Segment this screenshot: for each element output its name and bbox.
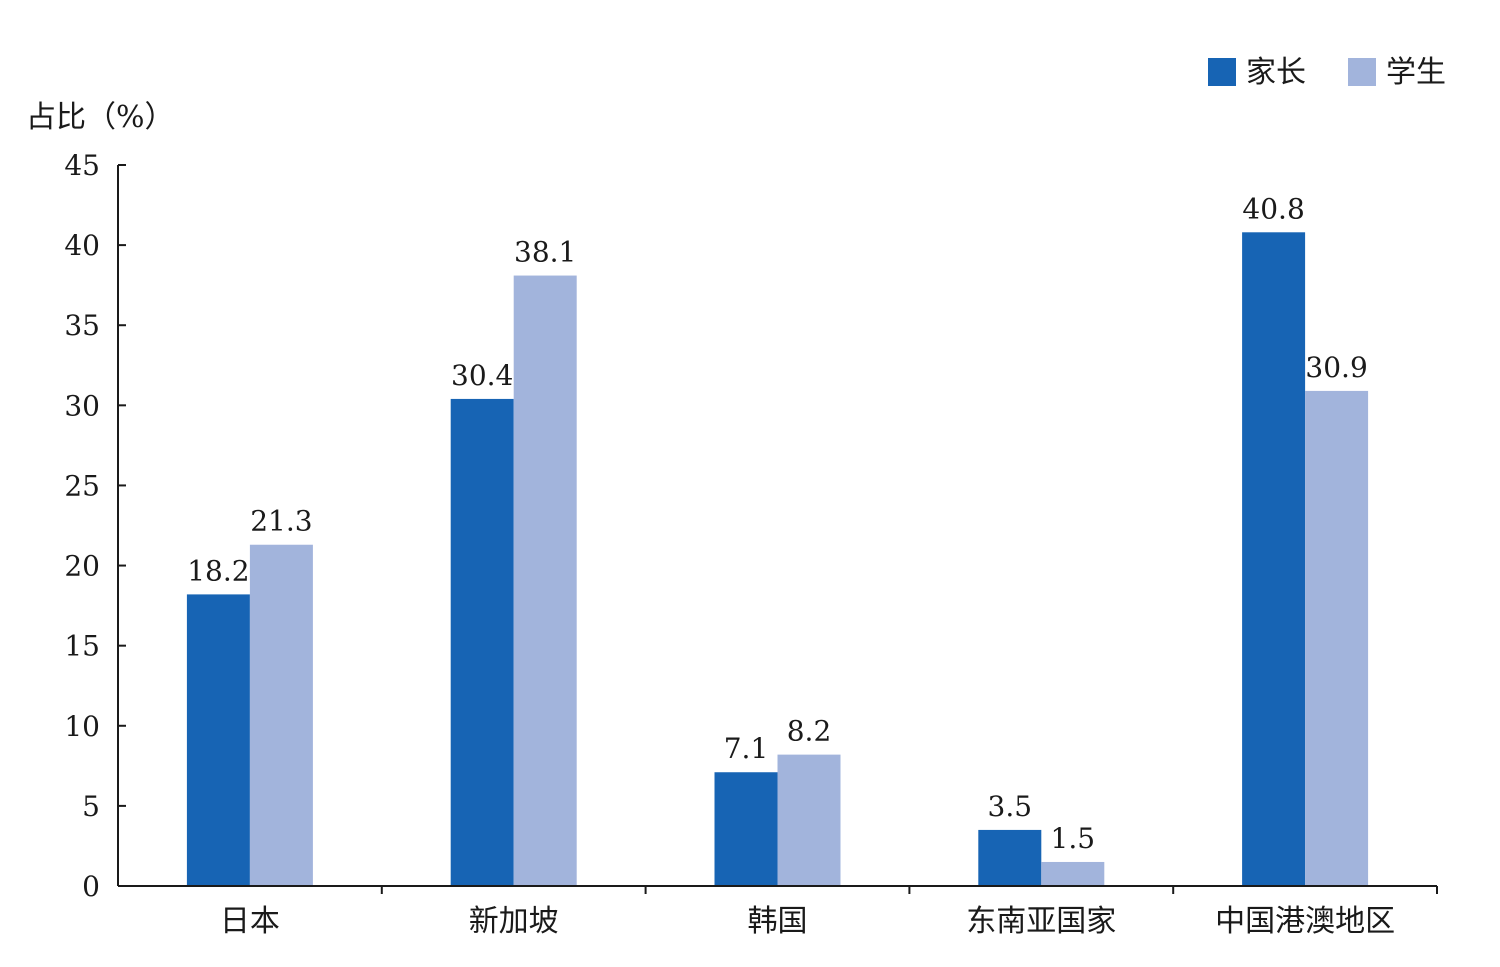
bar — [978, 829, 1042, 886]
data-label: 30.4 — [451, 359, 513, 392]
bar — [1041, 861, 1105, 886]
y-tick-label: 10 — [64, 710, 100, 743]
y-tick-label: 0 — [82, 870, 100, 903]
data-label: 21.3 — [250, 505, 312, 538]
x-tick-label: 东南亚国家 — [966, 904, 1116, 939]
bar — [513, 275, 577, 886]
data-label: 40.8 — [1242, 192, 1304, 225]
x-tick-label: 新加坡 — [469, 904, 559, 939]
y-tick-label: 40 — [64, 229, 100, 262]
bar — [249, 544, 313, 886]
bar — [777, 754, 841, 886]
bar — [1305, 390, 1369, 886]
axes — [117, 165, 1438, 894]
bar — [714, 772, 778, 886]
bar — [186, 594, 250, 886]
x-tick-label: 韩国 — [748, 904, 808, 939]
legend-swatch — [1208, 58, 1236, 86]
x-axis: 日本 新加坡 韩国 东南亚国家 中国港澳地区 — [220, 904, 1395, 939]
data-label: 1.5 — [1051, 822, 1096, 855]
x-tick-label: 日本 — [220, 904, 280, 939]
y-tick-label: 15 — [64, 630, 100, 663]
data-label: 38.1 — [514, 236, 576, 269]
legend: 家长 学生 — [1208, 55, 1446, 90]
y-axis: 0 5 10 15 20 25 30 35 40 45 — [64, 149, 126, 903]
y-tick-label: 45 — [64, 149, 100, 182]
y-tick-label: 35 — [64, 309, 100, 342]
y-tick-label: 5 — [82, 790, 100, 823]
data-label: 3.5 — [988, 790, 1033, 823]
bar — [1242, 232, 1306, 886]
data-label: 18.2 — [187, 554, 249, 587]
legend-swatch — [1348, 58, 1376, 86]
y-tick-label: 25 — [64, 469, 100, 502]
bar — [450, 398, 514, 886]
y-tick-label: 30 — [64, 389, 100, 422]
x-tick-label: 中国港澳地区 — [1215, 904, 1395, 939]
data-label: 30.9 — [1305, 351, 1367, 384]
legend-label: 学生 — [1386, 55, 1446, 90]
data-label: 7.1 — [724, 732, 769, 765]
legend-label: 家长 — [1246, 55, 1306, 90]
data-label: 8.2 — [787, 715, 832, 748]
y-axis-label: 占比（%） — [26, 100, 175, 135]
bars — [186, 232, 1369, 886]
y-tick-label: 20 — [64, 550, 100, 583]
data-labels: 18.221.3 30.4 38.1 7.1 8.2 3.5 1.5 40.8 30.9 — [187, 192, 1368, 855]
